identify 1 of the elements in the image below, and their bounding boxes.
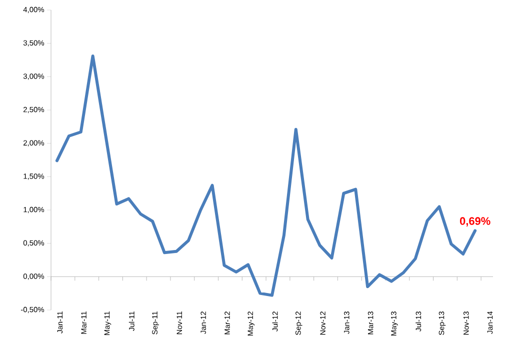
annotation: 0,69% — [460, 217, 490, 226]
